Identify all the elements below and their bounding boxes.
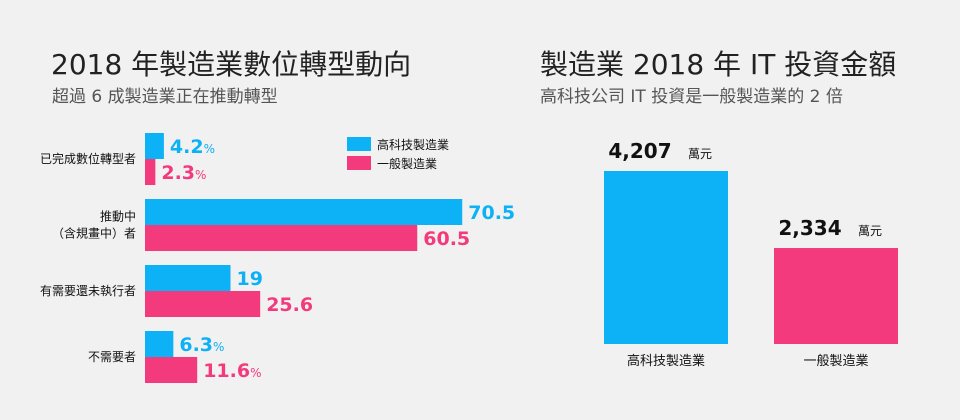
data-label: 25.6	[266, 294, 313, 316]
unit-label: 萬元	[858, 224, 882, 238]
right-chart-title: 製造業 2018 年 IT 投資金額	[540, 48, 897, 81]
right-chart-subtitle: 高科技公司 IT 投資是一般製造業的 2 倍	[540, 87, 843, 107]
bar-general	[145, 291, 261, 317]
bar-general	[145, 357, 198, 383]
category-label: 推動中（含規畫中）者	[52, 209, 136, 241]
legend-label: 一般製造業	[377, 156, 437, 171]
horizontal-bar-chart: 已完成數位轉型者 4.2% 2.3% 推動中（含規畫中）者 70.5 60.5 有需要還未執…	[40, 133, 515, 383]
category-label: 有需要還未執行者	[40, 284, 136, 298]
legend-swatch-hightech	[347, 137, 371, 151]
category-label: 不需要者	[88, 350, 136, 364]
data-label: 70.5	[468, 202, 515, 224]
data-label: 4.2%	[170, 136, 215, 158]
left-chart-title: 2018 年製造業數位轉型動向	[51, 48, 412, 81]
bar-hightech	[145, 331, 174, 357]
bar-hightech	[145, 199, 463, 225]
data-label: 19	[237, 268, 263, 290]
value-label: 4,207	[608, 139, 671, 163]
data-label: 11.6%	[203, 360, 261, 382]
bar-general	[145, 159, 156, 185]
left-chart-panel: 2018 年製造業數位轉型動向 超過 6 成製造業正在推動轉型 已完成數位轉型者…	[40, 48, 515, 383]
legend-swatch-general	[347, 156, 371, 170]
category-label: 已完成數位轉型者	[40, 151, 136, 166]
data-label: 2.3%	[161, 162, 206, 184]
bar-hightech	[604, 171, 728, 344]
left-chart-subtitle: 超過 6 成製造業正在推動轉型	[52, 87, 278, 107]
category-label: 高科技製造業	[627, 353, 705, 369]
unit-label: 萬元	[688, 147, 712, 161]
legend-label: 高科技製造業	[377, 137, 449, 152]
category-label: 一般製造業	[803, 353, 868, 369]
right-chart-panel: 製造業 2018 年 IT 投資金額 高科技公司 IT 投資是一般製造業的 2 …	[520, 0, 960, 420]
bar-hightech	[145, 133, 164, 159]
data-label: 60.5	[423, 228, 470, 250]
bar-general	[145, 225, 418, 251]
bar-hightech	[145, 265, 231, 291]
data-label: 6.3%	[179, 334, 224, 356]
value-label: 2,334	[778, 216, 841, 240]
bar-general	[774, 248, 898, 344]
